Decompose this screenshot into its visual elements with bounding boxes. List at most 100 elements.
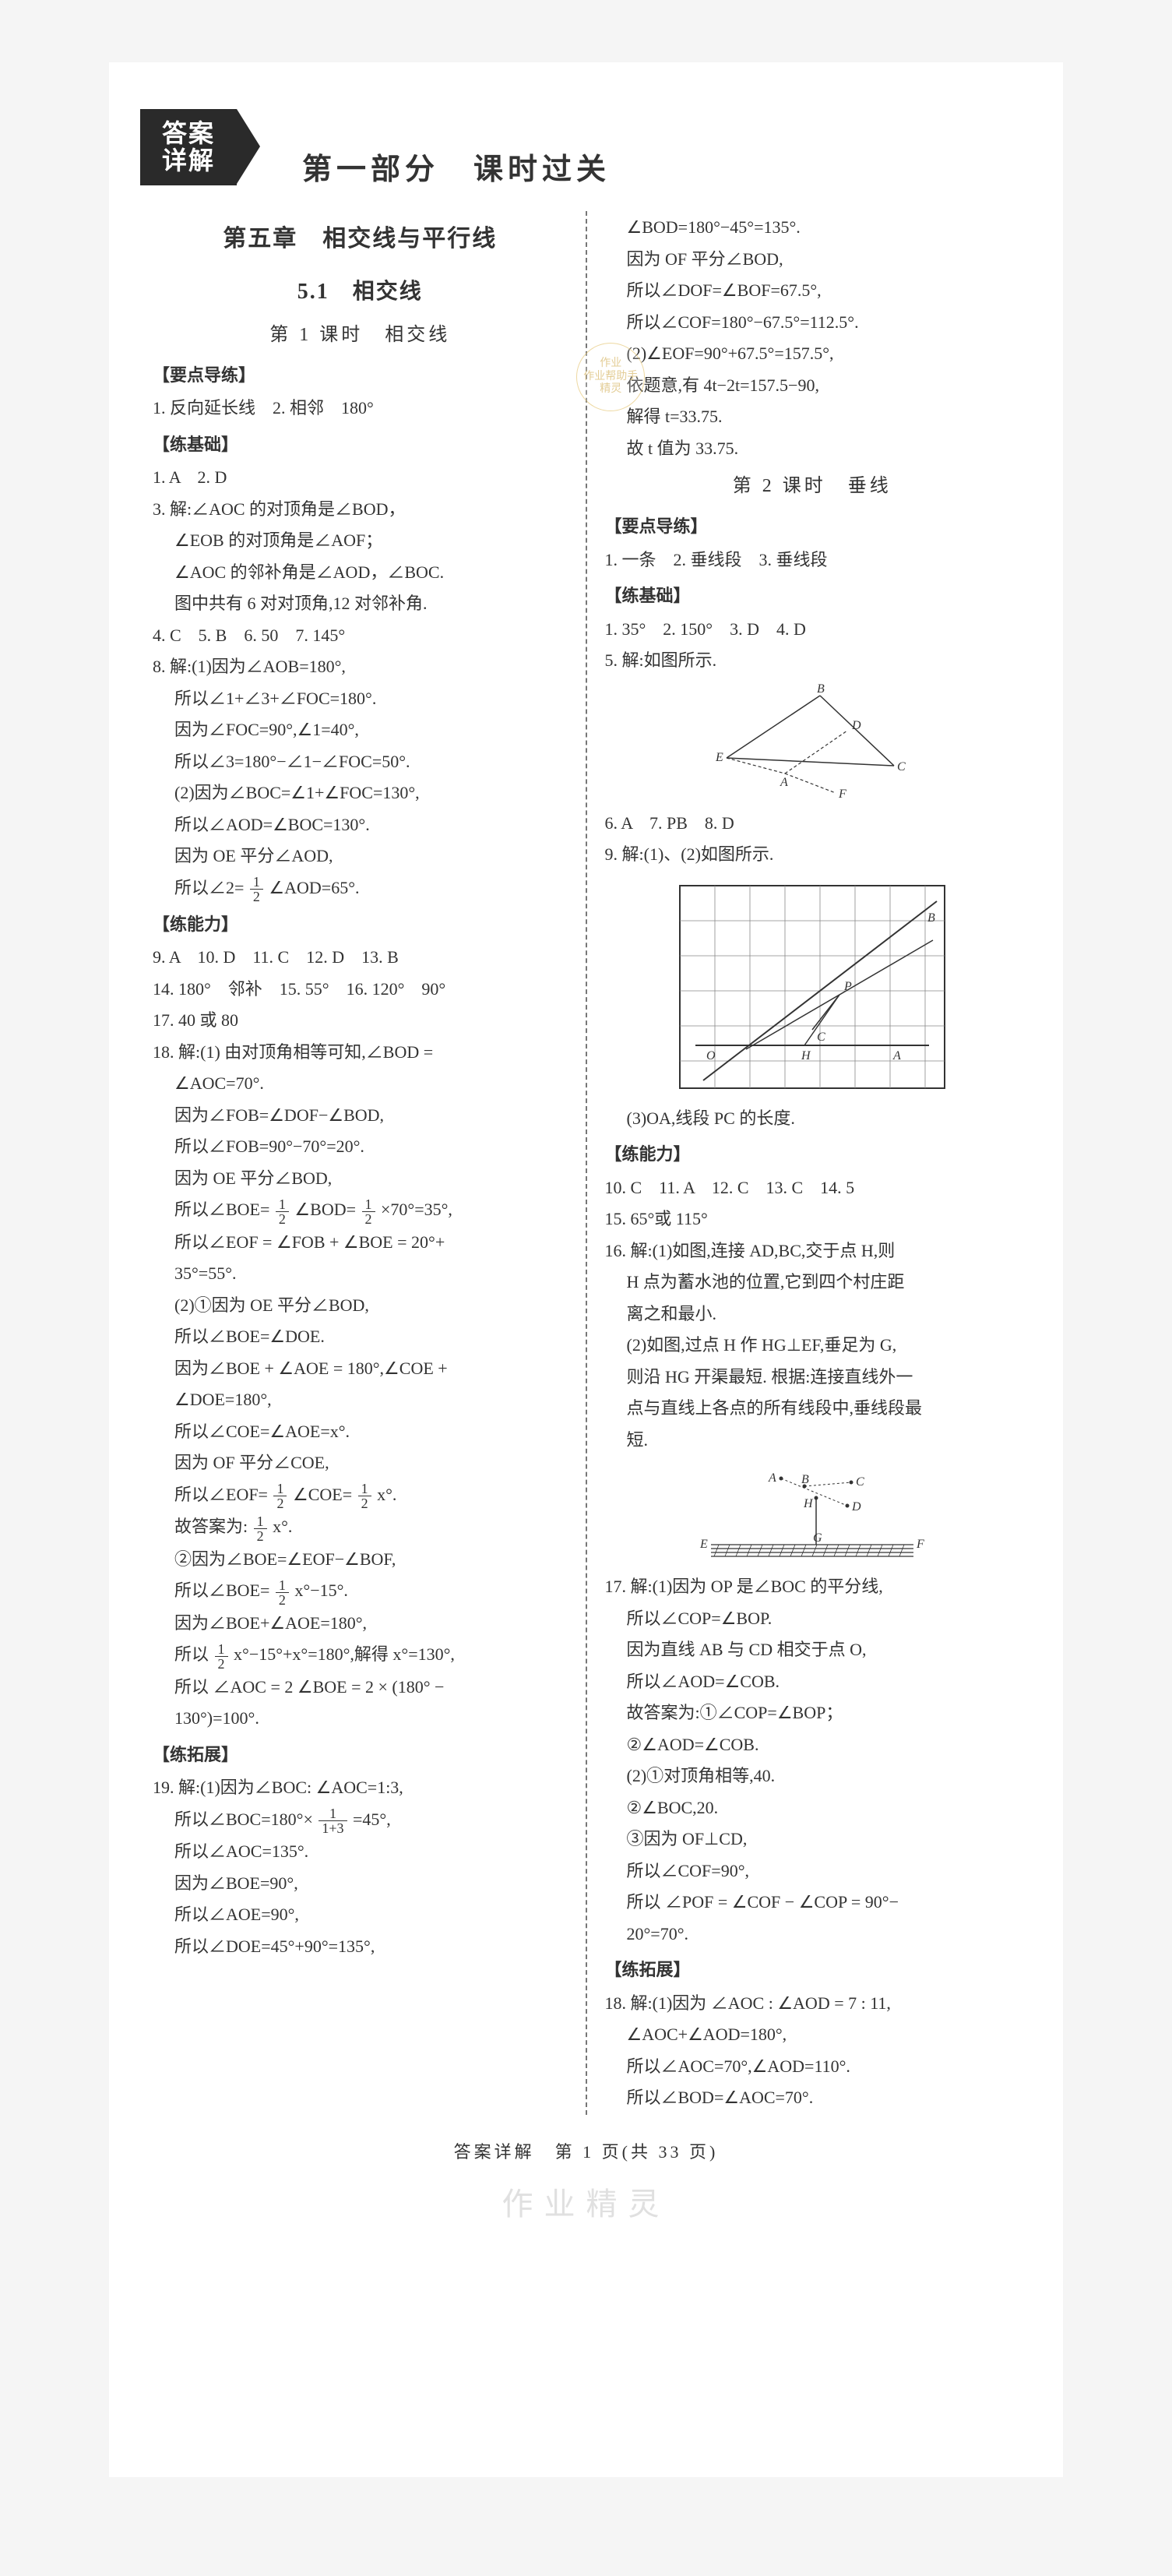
text-line: ∠AOC=70°. xyxy=(153,1069,568,1099)
text-line: 1. 反向延长线 2. 相邻 180° xyxy=(153,393,568,424)
text-line: 故答案为:①∠COP=∠BOP； xyxy=(605,1698,1020,1728)
fraction-half: 12 xyxy=(358,1482,371,1510)
text-line: 所以∠EOF = ∠FOB + ∠BOE = 20°+ xyxy=(153,1228,568,1258)
frag: x°. xyxy=(273,1517,292,1536)
section-title: 5.1 相交线 xyxy=(153,273,568,311)
svg-text:C: C xyxy=(897,760,906,774)
text-line: 所以∠3=180°−∠1−∠FOC=50°. xyxy=(153,747,568,777)
text-line: 所以∠EOF= 12 ∠COE= 12 x°. xyxy=(153,1480,568,1510)
frag: 所以∠2= xyxy=(174,878,244,897)
text-line: 所以∠COF=90°, xyxy=(605,1856,1020,1887)
text-line: 所以∠AOC=135°. xyxy=(153,1837,568,1867)
group-jichu: 【练基础】 xyxy=(605,581,1020,611)
text-line: 因为 OE 平分∠BOD, xyxy=(153,1164,568,1194)
svg-text:B: B xyxy=(801,1473,809,1486)
text-line: 所以∠AOE=90°, xyxy=(153,1900,568,1930)
text-line: ②∠BOC,20. xyxy=(605,1793,1020,1824)
text-line: ∠EOB 的对顶角是∠AOF； xyxy=(153,526,568,556)
svg-text:D: D xyxy=(851,719,861,732)
text-line: ∠BOD=180°−45°=135°. xyxy=(605,213,1020,243)
diagram-triangle-beadcf: BEACDF xyxy=(711,684,913,801)
text-line: 15. 65°或 115° xyxy=(605,1204,1020,1235)
fraction-half: 12 xyxy=(215,1642,228,1671)
stamp-l2: 作业帮助手 xyxy=(577,371,644,384)
text-line: 因为 OE 平分∠AOD, xyxy=(153,841,568,872)
text-line: 所以∠DOE=45°+90°=135°, xyxy=(153,1932,568,1962)
text-line: 因为∠FOB=∠DOF−∠BOD, xyxy=(153,1101,568,1131)
text-line: 故答案为: 12 x°. xyxy=(153,1512,568,1542)
text-line: 离之和最小. xyxy=(605,1299,1020,1330)
svg-text:H: H xyxy=(801,1049,811,1062)
frag: 所以∠EOF= xyxy=(174,1485,268,1504)
badge-l2: 详解 xyxy=(162,146,215,174)
svg-text:C: C xyxy=(817,1031,825,1044)
frag: ×70°=35°, xyxy=(381,1200,452,1219)
text-line: 9. 解:(1)、(2)如图所示. xyxy=(605,840,1020,870)
svg-text:F: F xyxy=(838,788,846,801)
text-line: ③因为 OF⊥CD, xyxy=(605,1824,1020,1855)
text-line: (2)如图,过点 H 作 HG⊥EF,垂足为 G, xyxy=(605,1330,1020,1361)
text-line: 1. 一条 2. 垂线段 3. 垂线段 xyxy=(605,545,1020,576)
content-columns: 第五章 相交线与平行线 5.1 相交线 第 1 课时 相交线 【要点导练】 1.… xyxy=(140,211,1032,2115)
diagram-grid-perpendicular: OAHCPB xyxy=(672,878,952,1096)
frag: ∠AOD=65°. xyxy=(269,878,359,897)
text-line: 19. 解:(1)因为∠BOC: ∠AOC=1:3, xyxy=(153,1773,568,1803)
text-line: 10. C 11. A 12. C 13. C 14. 5 xyxy=(605,1173,1020,1203)
column-divider xyxy=(586,211,587,2115)
svg-text:F: F xyxy=(916,1538,924,1551)
frag: 故答案为: xyxy=(174,1517,248,1536)
frag: 所以 xyxy=(174,1644,209,1664)
frag: 所以∠BOC=180°× xyxy=(174,1810,313,1829)
text-line: 5. 解:如图所示. xyxy=(605,646,1020,676)
lesson2-title: 第 2 课时 垂线 xyxy=(605,470,1020,502)
text-line: 1. 35° 2. 150° 3. D 4. D xyxy=(605,615,1020,645)
text-line: 所以 ∠AOC = 2 ∠BOE = 2 × (180° − xyxy=(153,1672,568,1703)
text-line: 所以∠COE=∠AOE=x°. xyxy=(153,1417,568,1447)
text-line: (2)∠EOF=90°+67.5°=157.5°, xyxy=(605,339,1020,369)
text-line: 因为直线 AB 与 CD 相交于点 O, xyxy=(605,1635,1020,1665)
lesson-title: 第 1 课时 相交线 xyxy=(153,319,568,351)
fraction-half: 12 xyxy=(276,1197,289,1226)
text-line: 所以∠2= 12 ∠AOD=65°. xyxy=(153,873,568,904)
text-line: 17. 40 或 80 xyxy=(153,1006,568,1036)
svg-text:E: E xyxy=(715,751,723,764)
text-line: 17. 解:(1)因为 OP 是∠BOC 的平分线, xyxy=(605,1572,1020,1602)
group-nengli: 【练能力】 xyxy=(605,1140,1020,1170)
text-line: 所以∠BOE=∠DOE. xyxy=(153,1322,568,1352)
frag: x°. xyxy=(377,1485,396,1504)
fraction-1-over-1plus3: 11+3 xyxy=(319,1806,347,1835)
text-line: 8. 解:(1)因为∠AOB=180°, xyxy=(153,652,568,682)
stamp-l3: 精灵 xyxy=(577,383,644,396)
text-line: 所以∠BOE= 12 ∠BOD= 12 ×70°=35°, xyxy=(153,1195,568,1225)
fraction-half: 12 xyxy=(276,1578,289,1607)
frag: x°−15°+x°=180°,解得 x°=130°, xyxy=(234,1644,455,1664)
text-line: 则沿 HG 开渠最短. 根据:连接直线外一 xyxy=(605,1362,1020,1393)
svg-text:O: O xyxy=(706,1049,716,1062)
text-line: (2)①对顶角相等,40. xyxy=(605,1761,1020,1792)
chapter-title: 第五章 相交线与平行线 xyxy=(153,219,568,260)
text-line: 所以∠AOC=70°,∠AOD=110°. xyxy=(605,2052,1020,2082)
text-line: ②因为∠BOE=∠EOF−∠BOF, xyxy=(153,1545,568,1575)
text-line: 所以∠COF=180°−67.5°=112.5°. xyxy=(605,308,1020,338)
text-line: ②∠AOD=∠COB. xyxy=(605,1730,1020,1760)
text-line: 故 t 值为 33.75. xyxy=(605,434,1020,464)
text-line: 20°=70°. xyxy=(605,1919,1020,1950)
text-line: 短. xyxy=(605,1425,1020,1456)
text-line: 依题意,有 4t−2t=157.5−90, xyxy=(605,371,1020,401)
text-line: 18. 解:(1) 由对顶角相等可知,∠BOD = xyxy=(153,1038,568,1068)
frag: 所以∠BOE= xyxy=(174,1580,269,1600)
main-title: 第一部分 课时过关 xyxy=(302,145,611,188)
svg-text:G: G xyxy=(813,1531,822,1545)
text-line: 所以∠AOD=∠COB. xyxy=(605,1667,1020,1697)
svg-text:D: D xyxy=(851,1500,861,1514)
text-line: 130°)=100°. xyxy=(153,1704,568,1734)
group-tuozhan: 【练拓展】 xyxy=(605,1955,1020,1986)
text-line: 35°=55°. xyxy=(153,1259,568,1289)
text-line: 因为∠BOE=90°, xyxy=(153,1869,568,1899)
answer-badge: 答案 详解 xyxy=(140,109,237,185)
svg-text:A: A xyxy=(780,776,788,789)
text-line: 所以∠BOE= 12 x°−15°. xyxy=(153,1576,568,1606)
text-line: 所以∠FOB=90°−70°=20°. xyxy=(153,1132,568,1162)
text-line: 6. A 7. PB 8. D xyxy=(605,809,1020,839)
stamp-l1: 作业 xyxy=(577,358,644,371)
